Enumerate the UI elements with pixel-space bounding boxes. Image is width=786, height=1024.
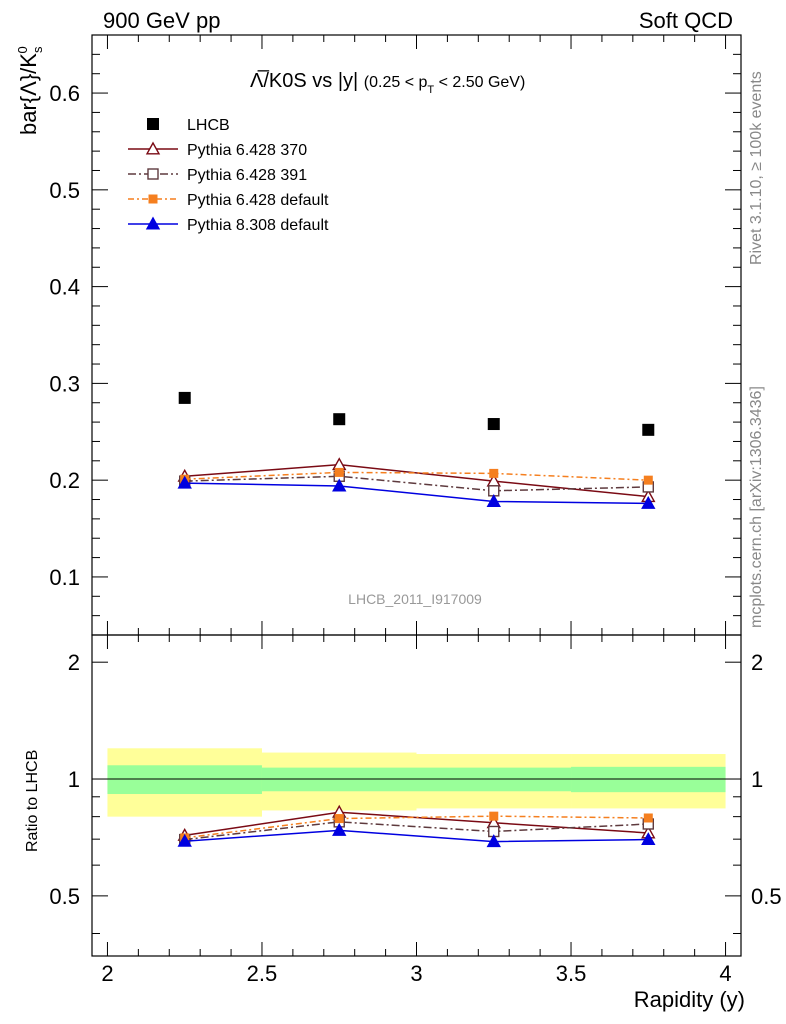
x-tick-label: 2.5 [247, 961, 278, 986]
y-tick-label-ratio: 0.5 [49, 884, 80, 909]
y-tick-label-main: 0.4 [49, 275, 80, 300]
data-point-lhcb [487, 418, 500, 431]
series-line-py370 [184, 463, 649, 498]
x-axis-label: Rapidity (y) [634, 987, 745, 1012]
y-tick-label-main: 0.6 [49, 81, 80, 106]
y-tick-label-ratio-right: 0.5 [751, 884, 782, 909]
legend-label-LHCB: LHCB [187, 117, 230, 134]
point-pydefault [643, 475, 653, 485]
point-py8 [332, 478, 347, 492]
point-pydefault [334, 467, 344, 477]
y-axis-label-main: bar{Λ}/Ks0 [15, 46, 45, 135]
header-left-label: 900 GeV pp [103, 8, 220, 33]
legend-label-py370: Pythia 6.428 370 [187, 142, 307, 159]
point-pydefault [489, 468, 499, 478]
legend: LHCB Pythia 6.428 370 Pythia 6.428 391 Pyth… [128, 117, 329, 234]
data-point-lhcb [333, 413, 346, 426]
legend-marker-pydefault [148, 194, 158, 204]
legend-label-py391: Pythia 6.428 391 [187, 167, 307, 184]
x-tick-label: 3.5 [556, 961, 587, 986]
ratio-line-py391 [184, 821, 649, 841]
ratio-band-inner [107, 765, 262, 795]
rivet-version-label: Rivet 3.1.10, ≥ 100k events [748, 71, 765, 265]
ratio-line-py8 [184, 829, 649, 843]
legend-marker-py391 [147, 168, 159, 180]
data-point-lhcb [178, 391, 191, 404]
x-tick-label: 2 [101, 961, 113, 986]
y-axis-label-ratio: Ratio to LHCB [24, 750, 41, 852]
legend-label-pydefault: Pythia 6.428 default [187, 192, 329, 209]
chart-title-range: (0.25 < p [364, 74, 428, 91]
y-tick-label-ratio: 2 [68, 650, 80, 675]
mcplots-reference-label: mcplots.cern.ch [arXiv:1306.3436] [748, 386, 765, 628]
ratio-point-pydefault [489, 811, 499, 821]
ratio-panel: 2 2.5 3 3.5 4 0.5 0.5 1 1 2 2 [49, 634, 782, 986]
point-py370 [332, 457, 347, 471]
x-tick-label: 4 [719, 961, 731, 986]
ratio-point-py8 [332, 822, 347, 836]
y-axis-label-main-text: bar{Λ}/K [16, 53, 41, 135]
x-tick-label: 3 [410, 961, 422, 986]
y-tick-label-ratio-right: 2 [751, 650, 763, 675]
data-point-lhcb [642, 423, 655, 436]
y-tick-label-ratio: 1 [68, 767, 80, 792]
ratio-point-py8 [486, 834, 501, 848]
legend-label-py8: Pythia 8.308 default [187, 217, 329, 234]
legend-marker-py8 [145, 216, 161, 230]
series-line-py8 [184, 482, 649, 505]
y-tick-label-main: 0.1 [49, 565, 80, 590]
ratio-line-pydefault [184, 815, 649, 839]
y-tick-label-main: 0.3 [49, 371, 80, 396]
legend-marker-py370 [145, 141, 161, 155]
point-py8 [486, 494, 501, 507]
chart-title: Λ̅/K0S vs |y| (0.25 < pT < 2.50 GeV) [250, 69, 525, 96]
y-tick-label-main: 0.2 [49, 468, 80, 493]
chart-title-range-sub: T [427, 84, 434, 96]
y-axis-label-main-sup: 0 [15, 46, 30, 53]
ratio-point-py8 [641, 832, 656, 846]
ratio-point-pydefault [643, 813, 653, 823]
chart-title-range-tail: < 2.50 GeV) [434, 74, 525, 91]
y-tick-label-ratio-right: 1 [751, 767, 763, 792]
y-axis-label-main-sub: s [30, 46, 45, 53]
analysis-watermark: LHCB_2011_I917009 [348, 591, 482, 607]
header-right-label: Soft QCD [639, 8, 733, 33]
legend-marker-LHCB [147, 118, 159, 130]
ratio-point-py8 [177, 833, 192, 847]
y-tick-label-main: 0.5 [49, 178, 80, 203]
series-line-py391 [184, 475, 649, 492]
chart-title-main: Λ̅/K0S vs |y| [250, 69, 358, 92]
point-py8 [641, 495, 656, 509]
main-panel: 0.1 0.2 0.3 0.4 0.5 0.6 [49, 34, 742, 636]
ratio-point-pydefault [334, 814, 344, 824]
point-py8 [177, 475, 192, 489]
